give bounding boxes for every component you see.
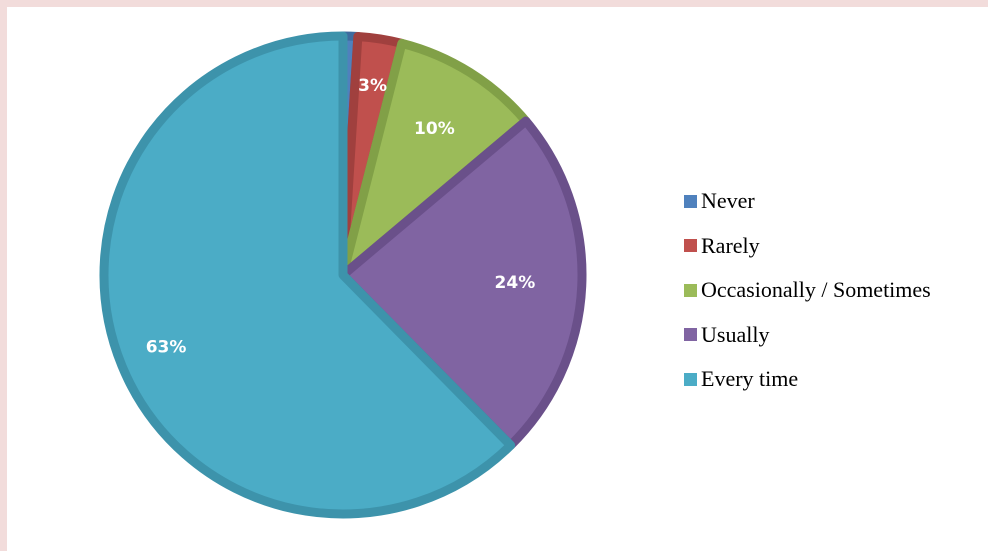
legend: Never Rarely Occasionally / Sometimes Us… [684, 179, 931, 402]
pie-slice-occasionally-sometimes [338, 38, 531, 280]
legend-label: Occasionally / Sometimes [701, 277, 931, 303]
legend-item-usually: Usually [684, 313, 931, 358]
legend-swatch [684, 372, 697, 386]
legend-swatch [684, 283, 697, 297]
data-label: 3% [358, 76, 387, 96]
legend-label: Usually [701, 321, 770, 347]
legend-item-never: Never [684, 179, 931, 224]
data-label: 63% [146, 337, 187, 357]
legend-swatch [684, 194, 697, 208]
pie-slice-every-time [99, 31, 516, 519]
legend-item-rarely: Rarely [684, 224, 931, 269]
legend-label: Rarely [701, 232, 760, 258]
data-label: 10% [414, 119, 455, 139]
legend-item-occasionally: Occasionally / Sometimes [684, 268, 931, 313]
pie-chart: 3% 10% 24% 63% [99, 31, 587, 519]
legend-swatch [684, 328, 697, 342]
data-label: 24% [495, 273, 536, 293]
legend-item-every-time: Every time [684, 357, 931, 402]
pie-slice-usually [338, 116, 587, 450]
legend-swatch [684, 239, 697, 253]
chart-area: 3% 10% 24% 63% Never Rarely Occasionally / … [7, 7, 988, 551]
legend-label: Every time [701, 366, 799, 392]
legend-label: Never [701, 188, 755, 214]
